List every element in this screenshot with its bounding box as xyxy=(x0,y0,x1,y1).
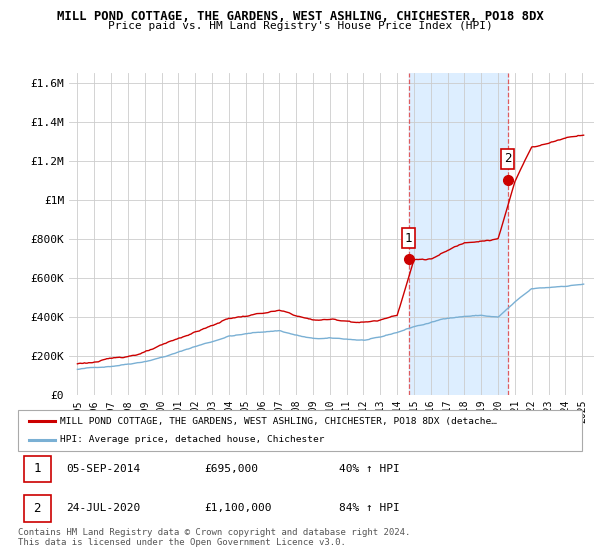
Text: Contains HM Land Registry data © Crown copyright and database right 2024.
This d: Contains HM Land Registry data © Crown c… xyxy=(18,528,410,547)
Bar xyxy=(409,73,508,395)
Text: MILL POND COTTAGE, THE GARDENS, WEST ASHLING, CHICHESTER, PO18 8DX (detache…: MILL POND COTTAGE, THE GARDENS, WEST ASH… xyxy=(60,417,497,426)
Text: 1: 1 xyxy=(34,463,41,475)
Text: £1,100,000: £1,100,000 xyxy=(204,503,272,513)
Text: 05-SEP-2014: 05-SEP-2014 xyxy=(66,464,140,474)
Text: 40% ↑ HPI: 40% ↑ HPI xyxy=(340,464,400,474)
Bar xyxy=(23,495,51,521)
Text: MILL POND COTTAGE, THE GARDENS, WEST ASHLING, CHICHESTER, PO18 8DX: MILL POND COTTAGE, THE GARDENS, WEST ASH… xyxy=(56,10,544,22)
Text: 24-JUL-2020: 24-JUL-2020 xyxy=(66,503,140,513)
Text: 1: 1 xyxy=(405,231,412,245)
Text: 2: 2 xyxy=(34,502,41,515)
Text: 84% ↑ HPI: 84% ↑ HPI xyxy=(340,503,400,513)
Text: £695,000: £695,000 xyxy=(204,464,258,474)
Text: Price paid vs. HM Land Registry's House Price Index (HPI): Price paid vs. HM Land Registry's House … xyxy=(107,21,493,31)
Bar xyxy=(23,456,51,482)
Text: 2: 2 xyxy=(504,152,511,166)
Text: HPI: Average price, detached house, Chichester: HPI: Average price, detached house, Chic… xyxy=(60,436,325,445)
